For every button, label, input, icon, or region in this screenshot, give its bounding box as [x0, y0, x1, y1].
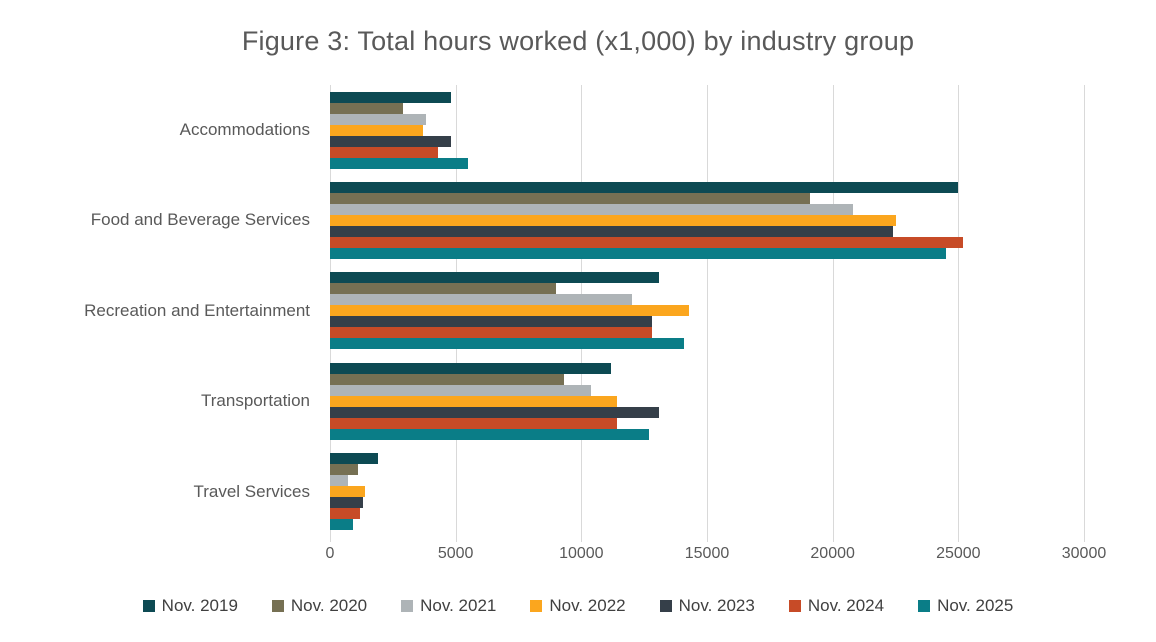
gridline	[707, 85, 708, 542]
category-group	[330, 447, 1084, 537]
legend-item: Nov. 2024	[788, 596, 885, 616]
legend-item: Nov. 2023	[659, 596, 755, 616]
legend: Nov. 2019 Nov. 2020 Nov. 2021 Nov. 2022 Nov.…	[0, 596, 1156, 616]
legend-swatch-icon	[401, 600, 414, 612]
bar	[330, 283, 557, 295]
x-axis-tick-label: 5000	[437, 545, 474, 562]
legend-label: Nov. 2020	[290, 596, 368, 615]
bar	[330, 124, 423, 136]
category-group	[330, 85, 1084, 175]
category-label: Recreation and Entertainment	[84, 300, 310, 320]
x-axis-tick-label: 25000	[936, 545, 981, 562]
legend-label: Nov. 2022	[549, 596, 626, 615]
legend-item: Nov. 2019	[142, 596, 238, 616]
bar	[330, 453, 378, 465]
legend-swatch-icon	[788, 600, 801, 612]
x-axis-tick-label: 10000	[559, 545, 604, 562]
bar	[330, 214, 896, 226]
x-axis-tick-label: 0	[325, 545, 335, 562]
bar	[330, 395, 617, 407]
bar	[330, 316, 652, 328]
bar	[330, 225, 893, 237]
bar	[330, 373, 564, 385]
category-label: Travel Services	[193, 481, 310, 501]
bar	[330, 102, 403, 114]
x-axis-tick-label: 15000	[684, 545, 730, 562]
chart-title: Figure 3: Total hours worked (x1,000) by…	[241, 26, 915, 56]
legend-swatch-icon	[142, 600, 155, 612]
bar	[330, 305, 690, 317]
category-label: Transportation	[201, 391, 310, 411]
bar	[330, 294, 632, 306]
legend-swatch-icon	[271, 600, 284, 612]
bars-stack	[330, 272, 1084, 350]
legend-swatch-icon	[659, 600, 672, 612]
bar	[330, 91, 451, 103]
plot-area	[330, 85, 1085, 542]
x-axis-tick-label: 30000	[1061, 545, 1107, 562]
legend-item: Nov. 2022	[530, 596, 626, 616]
bars-stack	[330, 181, 1084, 259]
gridline	[1084, 85, 1085, 542]
bar	[330, 417, 617, 429]
bar	[330, 203, 853, 215]
legend-swatch-icon	[530, 600, 543, 612]
bar	[330, 497, 363, 509]
bar	[330, 475, 348, 487]
bar	[330, 146, 439, 158]
bar	[330, 508, 361, 520]
bar	[330, 113, 426, 125]
legend-item: Nov. 2020	[271, 596, 368, 616]
bars-stack	[330, 91, 1084, 169]
category-group	[330, 356, 1084, 446]
legend-item: Nov. 2021	[401, 596, 496, 616]
gridline	[832, 85, 834, 542]
category-group	[330, 266, 1084, 356]
bar	[330, 362, 612, 374]
legend-label: Nov. 2019	[161, 596, 238, 615]
bar	[330, 486, 366, 498]
bar	[330, 519, 353, 531]
category-label: Food and Beverage Services	[90, 210, 310, 230]
legend-item: Nov. 2025	[918, 596, 1013, 616]
legend-label: Nov. 2024	[807, 596, 885, 615]
bar	[330, 406, 660, 418]
bar	[330, 181, 959, 193]
x-axis-tick-label: 20000	[810, 545, 855, 562]
bar	[330, 338, 685, 350]
bar	[330, 428, 650, 440]
bar	[330, 272, 660, 284]
bar	[330, 135, 451, 147]
bar	[330, 327, 652, 339]
bar	[330, 236, 964, 248]
legend-swatch-icon	[918, 600, 931, 612]
bars-stack	[330, 453, 1084, 531]
bar	[330, 192, 811, 204]
bar	[330, 157, 469, 169]
bars-stack	[330, 362, 1084, 440]
bar	[330, 464, 358, 476]
bar	[330, 384, 592, 396]
legend-label: Nov. 2023	[678, 596, 755, 615]
legend-label: Nov. 2021	[420, 596, 497, 615]
gridline	[958, 85, 960, 542]
category-group	[330, 175, 1084, 265]
bar	[330, 247, 946, 259]
category-label: Accommodations	[179, 120, 310, 139]
legend-label: Nov. 2025	[937, 596, 1014, 615]
